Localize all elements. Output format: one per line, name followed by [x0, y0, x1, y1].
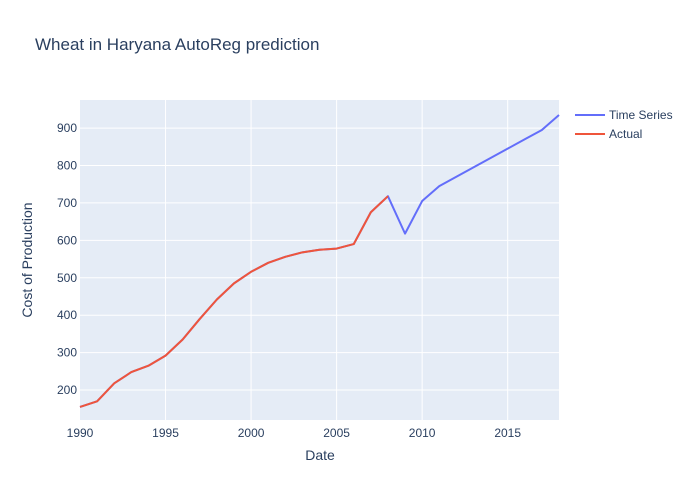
legend-item-actual[interactable]: Actual — [575, 127, 642, 141]
legend-label: Time Series — [609, 108, 673, 122]
y-tick-label: 300 — [57, 346, 77, 360]
y-tick-label: 200 — [57, 383, 77, 397]
grid-lines — [80, 100, 559, 420]
y-axis-title: Cost of Production — [19, 202, 35, 317]
x-tick-label: 2005 — [323, 426, 350, 440]
y-tick-label: 700 — [57, 196, 77, 210]
legend[interactable]: Time Series Actual — [575, 108, 673, 141]
chart-title: Wheat in Haryana AutoReg prediction — [35, 35, 319, 54]
x-axis: 1990 1995 2000 2005 2010 2015 — [67, 426, 522, 440]
y-axis: 200 300 400 500 600 700 800 900 — [57, 121, 77, 397]
y-tick-label: 500 — [57, 271, 77, 285]
y-tick-label: 600 — [57, 233, 77, 247]
x-tick-label: 1995 — [152, 426, 179, 440]
x-tick-label: 2000 — [238, 426, 265, 440]
legend-item-time-series[interactable]: Time Series — [575, 108, 673, 122]
x-axis-title: Date — [305, 447, 335, 463]
x-tick-label: 2015 — [494, 426, 521, 440]
series-line-actual — [79, 195, 389, 408]
legend-label: Actual — [609, 127, 642, 141]
y-tick-label: 800 — [57, 158, 77, 172]
x-tick-label: 1990 — [67, 426, 94, 440]
y-tick-label: 900 — [57, 121, 77, 135]
y-tick-label: 400 — [57, 308, 77, 322]
series-layer — [79, 114, 560, 408]
plot-area — [80, 100, 559, 420]
x-tick-label: 2010 — [409, 426, 436, 440]
